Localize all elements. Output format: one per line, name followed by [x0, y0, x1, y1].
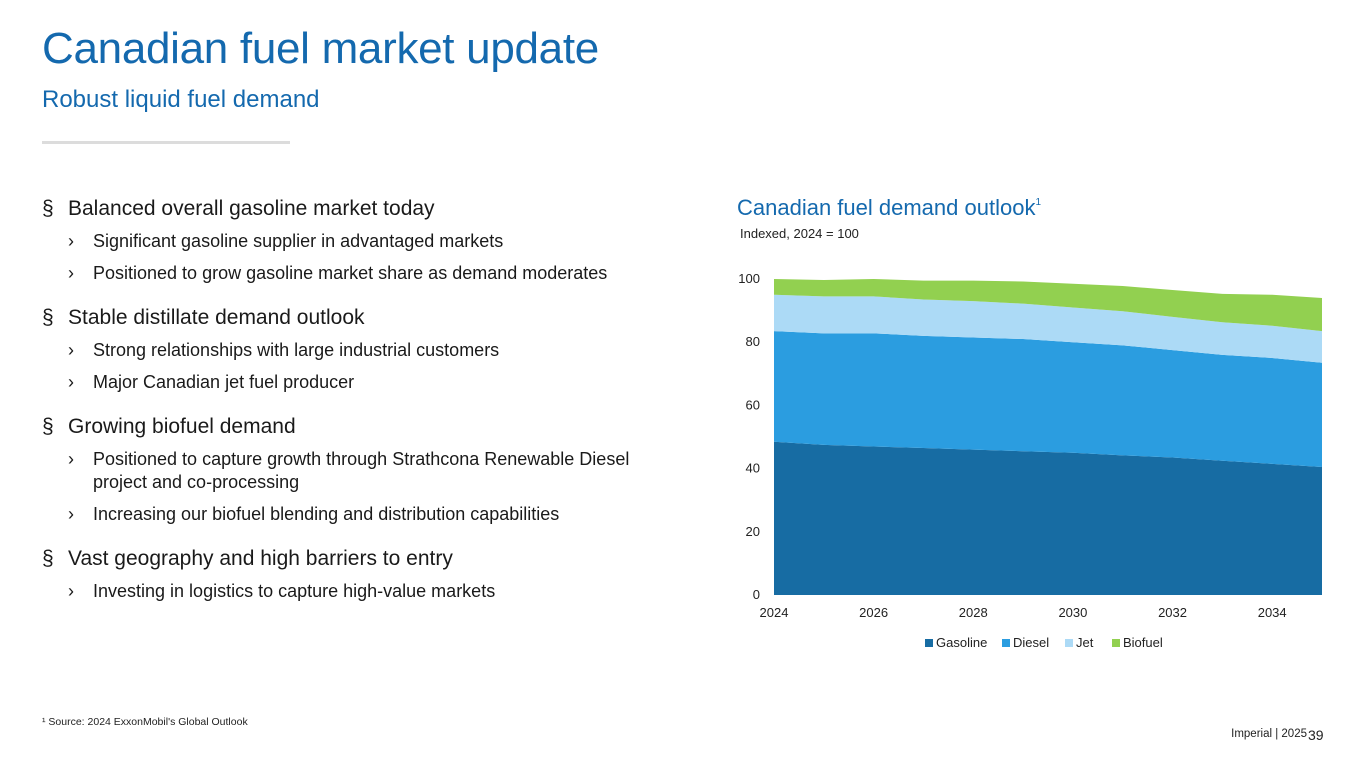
- x-tick-label: 2024: [760, 605, 789, 620]
- bullet-secondary: › Significant gasoline supplier in advant…: [42, 230, 682, 253]
- bullet-marker: §: [42, 306, 54, 329]
- bullet-text: Balanced overall gasoline market today: [68, 197, 435, 220]
- bullet-list: § Balanced overall gasoline market today ›…: [42, 196, 682, 623]
- footnote: ¹ Source: 2024 ExxonMobil's Global Outlo…: [42, 716, 248, 728]
- y-tick-label: 40: [746, 461, 760, 476]
- sub-bullet-marker: ›: [68, 340, 74, 360]
- sub-bullet-text: Increasing our biofuel blending and dist…: [93, 504, 560, 524]
- bullet-text: Vast geography and high barriers to entr…: [68, 547, 453, 570]
- y-tick-label: 0: [753, 587, 760, 602]
- sub-bullet-marker: ›: [68, 231, 74, 251]
- bullet-group: § Vast geography and high barriers to ent…: [42, 546, 682, 603]
- bullet-marker: §: [42, 415, 54, 438]
- bullet-text: Stable distillate demand outlook: [68, 306, 365, 329]
- y-tick-label: 80: [746, 334, 760, 349]
- sub-bullet-text: Positioned to capture growth through Str…: [93, 449, 630, 492]
- bullet-primary: § Growing biofuel demand: [42, 414, 682, 440]
- area-jet: [774, 294, 1322, 363]
- legend-swatch-diesel: [1002, 639, 1010, 647]
- x-tick-label: 2026: [859, 605, 888, 620]
- x-tick-label: 2030: [1058, 605, 1087, 620]
- bullet-primary: § Vast geography and high barriers to ent…: [42, 546, 682, 572]
- bullet-secondary: › Positioned to grow gasoline market shar…: [42, 262, 682, 285]
- sub-bullet-text: Major Canadian jet fuel producer: [93, 372, 355, 392]
- footer-brand: Imperial | 2025: [1231, 728, 1307, 740]
- legend-label-jet: Jet: [1076, 635, 1094, 650]
- chart-subtitle: Indexed, 2024 = 100: [740, 226, 859, 241]
- bullet-group: § Stable distillate demand outlook › Strong…: [42, 305, 682, 394]
- sub-bullet-marker: ›: [68, 263, 74, 283]
- bullet-group: § Growing biofuel demand › Positioned to ca…: [42, 414, 682, 526]
- legend-label-gasoline: Gasoline: [936, 635, 987, 650]
- legend-swatch-jet: [1065, 639, 1073, 647]
- area-gasoline: [774, 441, 1322, 595]
- bullet-secondary: › Positioned to capture growth through St…: [42, 448, 682, 494]
- bullet-text: Growing biofuel demand: [68, 415, 296, 438]
- sub-bullet-marker: ›: [68, 372, 74, 392]
- sub-bullet-text: Strong relationships with large industri…: [93, 340, 500, 360]
- bullet-secondary: › Increasing our biofuel blending and dis…: [42, 503, 682, 526]
- legend-label-biofuel: Biofuel: [1123, 635, 1163, 650]
- area-biofuel: [774, 279, 1322, 332]
- x-tick-label: 2032: [1158, 605, 1187, 620]
- sub-bullet-marker: ›: [68, 581, 74, 601]
- bullet-marker: §: [42, 547, 54, 570]
- x-tick-label: 2034: [1258, 605, 1287, 620]
- bullet-secondary: › Major Canadian jet fuel producer: [42, 371, 682, 394]
- legend-label-diesel: Diesel: [1013, 635, 1049, 650]
- area-diesel: [774, 331, 1322, 468]
- sub-bullet-text: Investing in logistics to capture high-v…: [93, 581, 496, 601]
- bullet-marker: §: [42, 197, 54, 220]
- page-number: 39: [1308, 727, 1324, 743]
- y-tick-label: 100: [738, 271, 760, 286]
- chart-title: Canadian fuel demand outlook1: [737, 195, 1041, 221]
- sub-bullet-marker: ›: [68, 504, 74, 524]
- x-tick-label: 2028: [959, 605, 988, 620]
- legend-swatch-biofuel: [1112, 639, 1120, 647]
- bullet-group: § Balanced overall gasoline market today ›…: [42, 196, 682, 285]
- y-tick-label: 20: [746, 524, 760, 539]
- bullet-secondary: › Investing in logistics to capture high-…: [42, 580, 682, 603]
- page-title: Canadian fuel market update: [42, 24, 599, 73]
- chart-title-text: Canadian fuel demand outlook: [737, 195, 1036, 220]
- bullet-secondary: › Strong relationships with large industr…: [42, 339, 682, 362]
- bullet-primary: § Balanced overall gasoline market today: [42, 196, 682, 222]
- chart-title-footnote-mark: 1: [1035, 197, 1042, 208]
- y-tick-label: 60: [746, 397, 760, 412]
- title-divider: [42, 141, 290, 144]
- sub-bullet-text: Positioned to grow gasoline market share…: [93, 263, 608, 283]
- bullet-primary: § Stable distillate demand outlook: [42, 305, 682, 331]
- sub-bullet-marker: ›: [68, 449, 74, 469]
- legend-swatch-gasoline: [925, 639, 933, 647]
- sub-bullet-text: Significant gasoline supplier in advanta…: [93, 231, 504, 251]
- page-subtitle: Robust liquid fuel demand: [42, 86, 320, 113]
